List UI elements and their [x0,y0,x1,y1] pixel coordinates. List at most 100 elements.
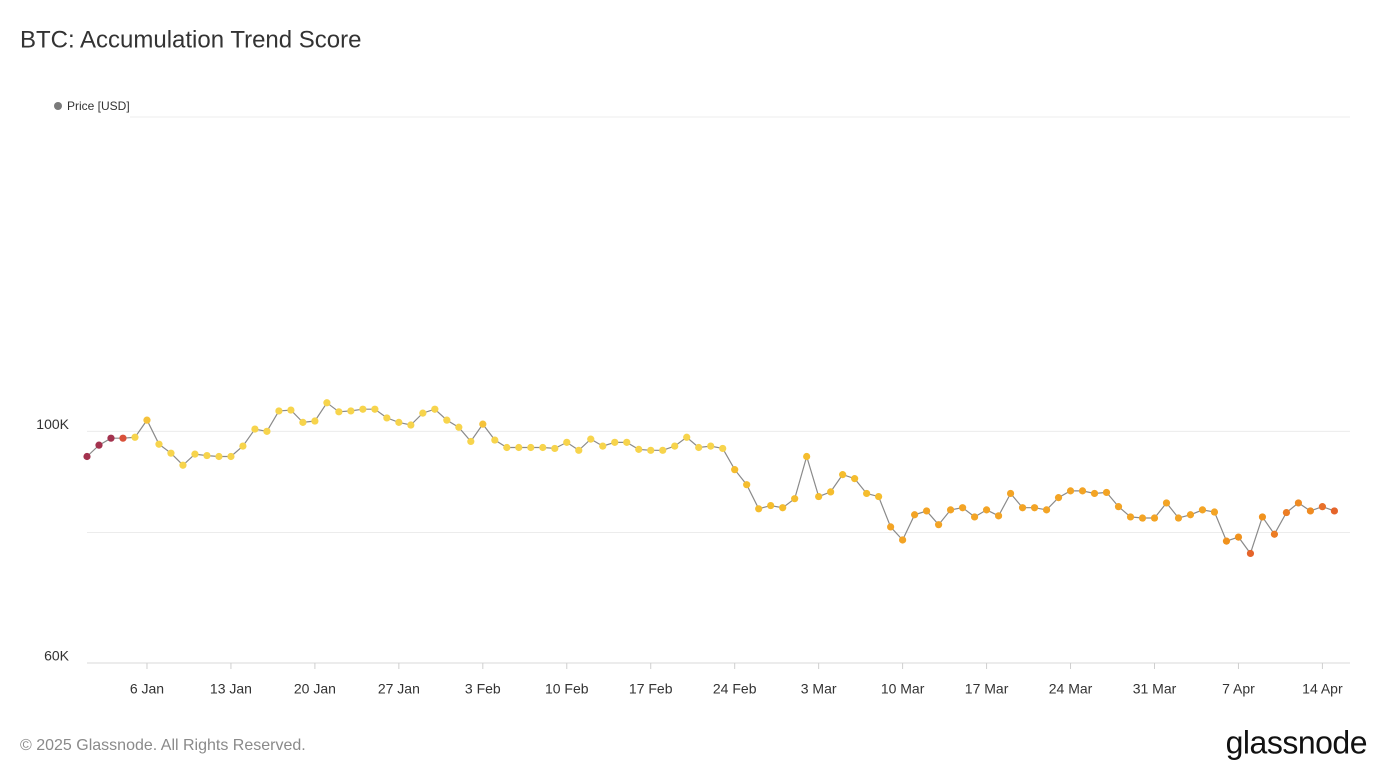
price-point [719,444,727,453]
x-tick-label: 6 Jan [130,681,164,697]
price-point [1162,499,1171,507]
price-point [695,443,703,452]
price-point [851,475,859,483]
price-point [455,423,463,431]
legend-dot [54,102,62,110]
price-point [299,418,307,426]
x-tick-label: 17 Mar [965,681,1009,697]
price-point [431,405,439,413]
price-point [311,417,319,425]
price-point [1054,494,1063,502]
price-point [551,444,559,453]
price-point [539,443,547,452]
price-point [1066,487,1075,495]
price-point [527,443,535,452]
price-point [911,511,919,519]
price-point [239,442,247,450]
price-point [119,434,127,442]
price-point [347,407,355,415]
price-point [899,536,907,544]
price-point [1330,507,1339,515]
price-point [1078,487,1087,495]
price-point [407,421,415,429]
price-point [599,442,607,450]
price-point [443,416,451,424]
x-tick-label: 3 Mar [801,681,837,697]
x-tick-label: 17 Feb [629,681,673,697]
price-point [1270,530,1279,538]
x-tick-label: 10 Mar [881,681,925,697]
price-point [623,438,631,446]
price-point [863,489,871,498]
x-tick-label: 20 Jan [294,681,336,697]
footer: © 2025 Glassnode. All Rights Reserved. [20,737,306,754]
price-point [287,406,295,414]
price-point [1090,489,1099,498]
price-point [383,414,391,422]
brand-logo: glassnode [1226,724,1367,760]
x-tick-label: 31 Mar [1133,681,1177,697]
price-point [707,442,715,450]
x-tick-label: 13 Jan [210,681,252,697]
price-point [743,481,751,489]
price-point [946,506,955,514]
price-point [371,405,379,413]
price-point [791,495,799,503]
price-point [1150,514,1159,522]
price-point [191,450,199,458]
price-point [934,521,943,529]
price-point [611,438,619,446]
price-point [467,437,475,446]
price-point [815,492,823,501]
y-tick-label: 100K [36,416,69,432]
price-point [215,452,223,461]
x-tick-label: 10 Feb [545,681,589,697]
price-point [994,512,1003,520]
price-point [419,409,427,417]
price-point [1186,511,1195,519]
price-point [1198,506,1207,514]
price-point [970,513,979,521]
price-point [982,506,991,514]
price-point [107,434,115,442]
price-point [131,433,139,441]
price-point [1246,549,1255,558]
price-point [323,399,331,407]
x-tick-label: 24 Feb [713,681,757,697]
price-point [563,438,571,446]
price-point [683,433,691,441]
price-point [515,443,523,452]
legend-label: Price [USD] [67,99,130,113]
price-point [767,501,775,510]
price-point [587,435,595,443]
price-point [227,452,235,461]
price-point [1030,504,1039,512]
price-point [1234,533,1243,541]
price-point [1294,499,1303,507]
price-point [1102,488,1111,497]
price-point [251,425,259,433]
price-line [86,401,1335,555]
price-point [1138,514,1147,522]
price-point [779,504,787,512]
x-tick-label: 27 Jan [378,681,420,697]
price-point [83,452,91,461]
price-point [958,504,967,512]
price-point [143,416,151,424]
price-point [731,466,739,474]
price-point [203,451,211,460]
price-point [1306,507,1315,515]
price-point [1174,514,1183,522]
price-point [335,408,343,416]
price-point [1042,506,1051,514]
price-point [155,440,163,448]
x-tick-label: 14 Apr [1302,681,1343,697]
price-point [827,488,835,496]
price-point [479,420,487,428]
price-point [647,446,655,454]
price-point [359,405,367,413]
price-point [887,523,895,531]
price-point [575,446,583,454]
x-tick-label: 24 Mar [1049,681,1093,697]
